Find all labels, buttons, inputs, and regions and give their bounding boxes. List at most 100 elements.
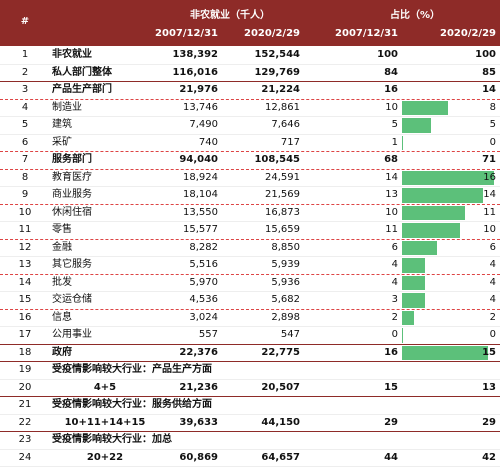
cell-2007: 3,024 bbox=[189, 311, 218, 323]
cell-2020: 7,646 bbox=[271, 119, 300, 130]
row-separator bbox=[0, 448, 500, 450]
share-2020: 13 bbox=[482, 381, 496, 393]
share-2007: 13 bbox=[385, 189, 398, 200]
cell-2020: 2,898 bbox=[271, 311, 300, 323]
share-2007: 4 bbox=[391, 259, 398, 270]
share-2007: 1 bbox=[391, 136, 398, 148]
share-bar bbox=[402, 223, 460, 238]
date-header: 2007/12/31 bbox=[155, 28, 218, 39]
row-index: 6 bbox=[21, 136, 29, 148]
share-2007: 100 bbox=[377, 49, 398, 60]
cell-2007: 15,577 bbox=[183, 224, 218, 235]
share-2020: 29 bbox=[482, 416, 496, 428]
cell-2007: 94,040 bbox=[179, 154, 218, 165]
row-separator bbox=[0, 343, 500, 345]
row-separator bbox=[0, 186, 500, 187]
share-2020: 2 bbox=[489, 311, 496, 323]
header-rule bbox=[0, 45, 500, 46]
share-2020: 11 bbox=[483, 206, 496, 218]
row-index: 1 bbox=[21, 49, 29, 60]
row-label: 交运仓储 bbox=[52, 294, 92, 305]
share-bar bbox=[402, 205, 466, 220]
share-2020: 15 bbox=[482, 346, 496, 358]
share-2007: 14 bbox=[385, 171, 398, 183]
cell-2020: 64,657 bbox=[261, 451, 300, 463]
cell-2007: 7,490 bbox=[189, 119, 218, 130]
date-header: 2020/2/29 bbox=[439, 28, 496, 39]
share-2007: 0 bbox=[391, 329, 398, 340]
share-bar bbox=[402, 170, 494, 185]
row-label: 产品生产部门 bbox=[52, 84, 112, 95]
share-2020: 10 bbox=[483, 224, 496, 235]
row-separator bbox=[0, 151, 500, 152]
share-2020: 8 bbox=[489, 101, 496, 113]
share-2007: 15 bbox=[384, 381, 398, 393]
cell-2007: 13,550 bbox=[183, 206, 218, 218]
cell-2020: 5,936 bbox=[271, 276, 300, 288]
cell-2007: 60,869 bbox=[179, 451, 218, 463]
share-2020: 42 bbox=[482, 451, 496, 463]
cell-2007: 116,016 bbox=[172, 66, 218, 78]
share-bar bbox=[402, 100, 448, 115]
row-label: 4+5 bbox=[93, 381, 117, 393]
row-index: 2 bbox=[21, 66, 29, 78]
share-2020: 0 bbox=[489, 136, 496, 148]
share-2020: 100 bbox=[475, 49, 496, 60]
cell-2020: 547 bbox=[280, 329, 300, 340]
cell-2020: 5,939 bbox=[271, 259, 300, 270]
row-index: 11 bbox=[18, 224, 32, 235]
row-index: 19 bbox=[18, 364, 32, 375]
share-bar bbox=[402, 275, 425, 290]
row-index: 4 bbox=[21, 101, 29, 113]
row-separator bbox=[0, 326, 500, 327]
row-label: 建筑 bbox=[52, 119, 72, 130]
row-separator bbox=[0, 81, 500, 82]
row-index: 14 bbox=[18, 276, 32, 288]
share-bar bbox=[402, 258, 425, 273]
cell-2020: 152,544 bbox=[254, 49, 300, 60]
date-header: 2020/2/29 bbox=[243, 28, 300, 39]
group-label: 受疫情影响较大行业：产品生产方面 bbox=[52, 364, 212, 375]
row-separator bbox=[0, 256, 500, 257]
row-separator bbox=[0, 116, 500, 117]
share-2007: 44 bbox=[384, 451, 398, 463]
share-2007: 84 bbox=[384, 66, 398, 78]
share-2007: 29 bbox=[384, 416, 398, 428]
share-2020: 14 bbox=[483, 189, 496, 200]
share-2007: 5 bbox=[391, 119, 398, 130]
row-index: 12 bbox=[18, 241, 32, 253]
cell-2007: 5,516 bbox=[189, 259, 218, 270]
share-bar bbox=[402, 310, 414, 325]
row-separator bbox=[0, 431, 500, 432]
row-separator bbox=[0, 361, 500, 362]
row-separator bbox=[0, 98, 500, 100]
cell-2020: 108,545 bbox=[254, 154, 300, 165]
cell-2020: 5,682 bbox=[271, 294, 300, 305]
cell-2007: 13,746 bbox=[183, 101, 218, 113]
row-label: 信息 bbox=[52, 311, 72, 323]
row-index: 17 bbox=[18, 329, 32, 340]
row-separator bbox=[0, 221, 500, 222]
row-label: 商业服务 bbox=[52, 189, 92, 200]
share-header: 占比（%） bbox=[389, 10, 441, 21]
row-index: 5 bbox=[21, 119, 29, 130]
cell-2007: 21,976 bbox=[179, 84, 218, 95]
cell-2020: 12,861 bbox=[265, 101, 300, 113]
group-label: 受疫情影响较大行业：加总 bbox=[52, 434, 172, 445]
share-bar bbox=[402, 135, 403, 150]
share-2020: 14 bbox=[482, 84, 496, 95]
row-index: 22 bbox=[18, 416, 32, 428]
row-index: 16 bbox=[18, 311, 32, 323]
share-bar bbox=[402, 240, 437, 255]
cell-2007: 22,376 bbox=[179, 346, 218, 358]
share-2007: 68 bbox=[384, 154, 398, 165]
row-label: 非农就业 bbox=[52, 49, 92, 60]
row-separator bbox=[0, 466, 500, 467]
row-index: 21 bbox=[18, 399, 32, 410]
cell-2007: 740 bbox=[198, 136, 218, 148]
share-2007: 10 bbox=[385, 101, 398, 113]
cell-2007: 5,970 bbox=[189, 276, 218, 288]
row-separator bbox=[0, 291, 500, 292]
cell-2020: 21,224 bbox=[261, 84, 300, 95]
